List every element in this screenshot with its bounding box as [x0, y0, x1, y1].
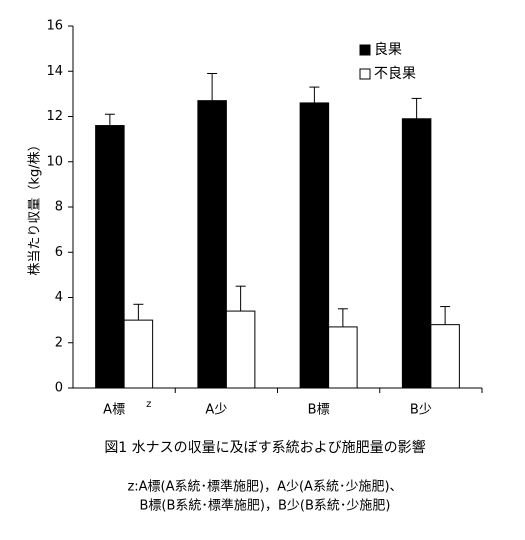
bar — [225, 310, 256, 389]
y-tick-label: 6 — [55, 245, 63, 260]
y-tick-label: 0 — [55, 381, 63, 396]
y-tick-label: 10 — [46, 154, 63, 169]
y-tick-label: 16 — [46, 19, 63, 34]
y-tick-label: 8 — [55, 200, 63, 215]
bar — [299, 102, 330, 389]
bar — [328, 326, 358, 389]
bar — [401, 118, 432, 389]
x-tick-label: A少 — [205, 403, 227, 418]
legend-swatch — [359, 68, 371, 80]
x-tick-label: A標 — [103, 403, 125, 418]
y-axis-label: 株当たり収量（kg/株） — [28, 138, 43, 275]
legend-label: 不良果 — [374, 66, 416, 82]
x-tick-label: B少 — [410, 403, 432, 418]
y-tick-label: 14 — [46, 64, 63, 79]
bar — [430, 324, 460, 389]
x-tick-label: B標 — [308, 403, 330, 418]
y-tick-label: 12 — [46, 109, 63, 124]
caption: 図1 水ナスの収量に及ぼす系統および施肥量の影響 — [104, 439, 425, 456]
y-tick-label: 4 — [55, 290, 63, 305]
bar — [95, 125, 125, 389]
legend-label: 良果 — [374, 42, 402, 58]
bar — [197, 100, 227, 389]
legend-swatch — [359, 44, 371, 56]
category-superscript: z — [146, 399, 151, 410]
note: B標(B系統･標準施肥)，B少(B系統･少施肥) — [140, 498, 391, 514]
note: z:A標(A系統･標準施肥)，A少(A系統･少施肥)、 — [127, 479, 402, 495]
bar — [123, 319, 154, 389]
y-tick-label: 2 — [55, 335, 63, 350]
